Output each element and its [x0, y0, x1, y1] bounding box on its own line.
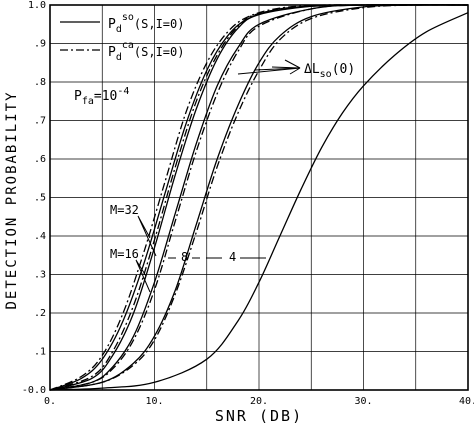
curve-m1-solid	[49, 12, 469, 391]
legend-label-solid: Pdso(S,I=0)	[108, 12, 184, 35]
delta-l-arrow-1	[237, 67, 301, 75]
y-tick-label: .7	[34, 116, 46, 127]
delta-l-label: ΔLso(0)	[304, 62, 355, 80]
y-tick-label: .8	[34, 77, 46, 88]
m4-label: 4	[229, 250, 236, 264]
axis-ticks: 0. 10. 20. 30. 40. -0.0 .1 .2 .3 .4 .5 .6 .7 .8 .9 1.0	[22, 0, 474, 407]
m8-label: 8	[181, 250, 188, 264]
m16-label: M=16	[110, 247, 139, 261]
x-tick-label: 10.	[145, 396, 163, 407]
pfa-annotation: Pfa=10-4	[74, 86, 129, 107]
curve-m8-solid	[49, 4, 469, 391]
delta-l-annotation: ΔLso(0)	[237, 59, 355, 80]
y-tick-label: .4	[34, 231, 46, 242]
curve-m4-solid	[49, 4, 469, 391]
delta-l-arrow-2	[254, 67, 301, 71]
x-tick-label: 0.	[44, 396, 56, 407]
legend-label-dashdot: Pdca(S,I=0)	[108, 40, 184, 63]
curve-m4-dashdot	[49, 4, 469, 391]
delta-l-arrow-4	[284, 59, 301, 69]
y-tick-label: .2	[34, 308, 46, 319]
x-tick-label: 40.	[459, 396, 474, 407]
x-tick-label: 30.	[354, 396, 372, 407]
x-tick-label: 20.	[250, 396, 268, 407]
y-tick-label: -0.0	[22, 385, 46, 396]
m32-leader	[137, 215, 157, 257]
curve-m8-dashdot	[49, 4, 469, 391]
y-tick-label: .1	[34, 347, 46, 358]
delta-l-arrow-3	[271, 66, 301, 69]
grid	[49, 4, 469, 391]
m-annotations: M=32 M=16 8 4	[110, 203, 266, 293]
plot-frame	[49, 4, 469, 391]
m32-label: M=32	[110, 203, 139, 217]
curve-m16-dashdot	[49, 4, 469, 391]
y-tick-label: .5	[34, 193, 46, 204]
y-tick-label: .9	[34, 39, 46, 50]
y-axis-label: DETECTION PROBABILITY	[4, 90, 20, 309]
delta-l-arrow-5	[289, 67, 301, 75]
m16-leader	[135, 259, 151, 293]
legend: Pdso(S,I=0) Pdca(S,I=0)	[60, 12, 184, 63]
y-tick-label: .6	[34, 154, 46, 165]
y-tick-label: 1.0	[28, 0, 46, 11]
x-axis-label: SNR (DB)	[215, 407, 303, 424]
y-tick-label: .3	[34, 270, 46, 281]
